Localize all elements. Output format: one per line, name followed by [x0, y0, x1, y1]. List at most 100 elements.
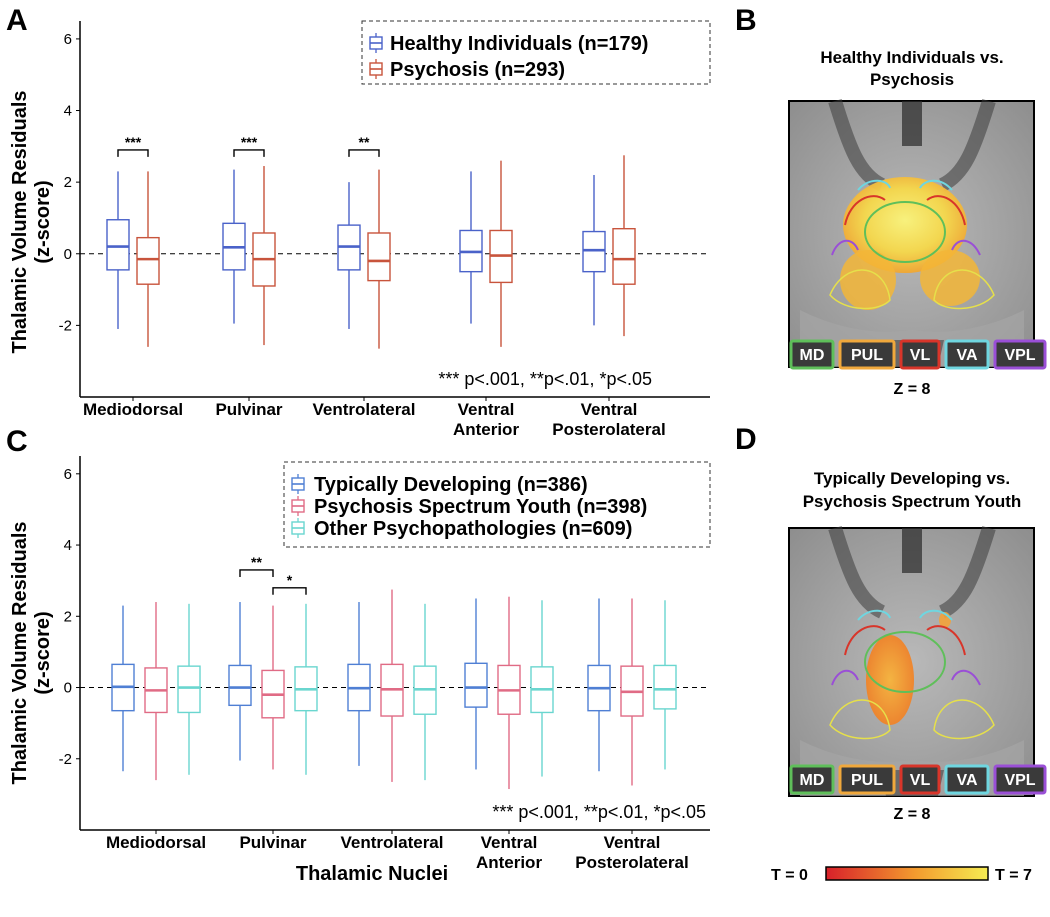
- box-iqr: [653, 664, 677, 710]
- roi-swatch: [789, 764, 835, 795]
- colorbar-max-label: T = 7: [995, 867, 1032, 884]
- box-iqr: [228, 664, 252, 707]
- roi-legend: MD PUL VL VA VPL: [789, 339, 1047, 370]
- panel-b: B Healthy Individuals vs. Psychosis MD PU…: [735, 4, 1047, 398]
- roi-swatch: [789, 339, 835, 370]
- box-psychosis-4: [612, 155, 636, 337]
- box-iqr: [582, 230, 606, 273]
- panel-a: A Thalamic Volume Residuals (z-score) 6 4…: [6, 4, 711, 439]
- significance-bracket: [348, 149, 380, 157]
- x-tick-label: Ventral: [481, 833, 538, 852]
- significance-note: *** p<.001, **p<.01, *p<.05: [438, 369, 652, 389]
- roi-swatch: [944, 764, 990, 795]
- x-tick-label: Pulvinar: [215, 400, 282, 419]
- z-slice-label: Z = 8: [894, 381, 931, 398]
- brain-slice-image: [788, 98, 1035, 368]
- box-typical-2: [347, 602, 371, 766]
- significance-bracket: [239, 569, 274, 577]
- box-typical-1: [228, 602, 252, 761]
- roi-legend-item-pul: PUL: [838, 764, 896, 795]
- box-healthy-1: [222, 169, 246, 324]
- x-ticks: Mediodorsal Pulvinar Ventrolateral VentralA…: [106, 830, 689, 872]
- colorbar-gradient: [825, 866, 989, 881]
- legend-box-icon: [369, 59, 383, 79]
- y-tick-label: 0: [64, 246, 72, 263]
- box-other-0: [177, 603, 201, 775]
- roi-swatch: [899, 339, 941, 370]
- box-psychosis-3: [489, 160, 513, 347]
- y-tick-label: 4: [64, 103, 72, 120]
- panel-letter-b: B: [735, 4, 757, 37]
- panel-letter-a: A: [6, 4, 28, 37]
- roi-legend-item-pul: PUL: [838, 339, 896, 370]
- box-other-4: [653, 600, 677, 770]
- significance-bracket: [272, 587, 307, 595]
- y-ticks: 6 4 2 0 -2: [59, 466, 80, 768]
- box-plots: [111, 589, 677, 790]
- x-tick-label: Ventrolateral: [313, 400, 416, 419]
- roi-label: VPL: [1004, 772, 1035, 789]
- box-iqr: [177, 665, 201, 714]
- significance-stars: ***: [241, 134, 258, 150]
- x-tick-label: Ventral: [604, 833, 661, 852]
- legend: Typically Developing (n=386)Psychosis Sp…: [283, 461, 711, 548]
- legend-entry-label: Psychosis (n=293): [390, 59, 565, 81]
- legend-entry-label: Healthy Individuals (n=179): [390, 33, 648, 55]
- box-psychosis-0: [136, 171, 160, 347]
- x-tick-label: Anterior: [476, 853, 543, 872]
- box-typical-4: [587, 598, 611, 772]
- box-healthy-0: [106, 171, 130, 329]
- significance-stars: **: [359, 134, 370, 150]
- axes: [79, 456, 710, 831]
- panel-title-line-2: Psychosis Spectrum Youth: [803, 492, 1022, 511]
- box-pspec-1: [261, 605, 285, 770]
- x-axis-title: Thalamic Nuclei: [296, 863, 448, 885]
- box-pspec-3: [497, 596, 521, 790]
- y-tick-label: -2: [59, 751, 72, 768]
- roi-swatch: [838, 339, 896, 370]
- legend-entry-label: Psychosis Spectrum Youth (n=398): [314, 496, 647, 518]
- t-colorbar: T = 0 T = 7: [771, 866, 1032, 884]
- box-healthy-4: [582, 174, 606, 326]
- roi-swatch: [993, 339, 1047, 370]
- panel-title-line-1: Healthy Individuals vs.: [820, 48, 1003, 67]
- roi-label: PUL: [851, 347, 883, 364]
- z-slice-label: Z = 8: [894, 806, 931, 823]
- box-iqr: [464, 662, 488, 708]
- roi-label: VPL: [1004, 347, 1035, 364]
- x-tick-label: Pulvinar: [239, 833, 306, 852]
- significance-bracket: [233, 149, 265, 157]
- box-psychosis-2: [367, 169, 391, 349]
- box-pspec-0: [144, 602, 168, 781]
- y-axis-title-line-1: Thalamic Volume Residuals: [9, 521, 31, 784]
- box-other-2: [413, 603, 437, 781]
- box-pspec-4: [620, 598, 644, 786]
- x-tick-label: Ventral: [581, 400, 638, 419]
- roi-label: MD: [800, 772, 825, 789]
- y-tick-label: 6: [64, 466, 72, 483]
- roi-legend-item-vl: VL: [899, 339, 941, 370]
- box-pspec-2: [380, 589, 404, 782]
- y-tick-label: 4: [64, 537, 72, 554]
- significance-stars: *: [287, 572, 293, 588]
- roi-label: PUL: [851, 772, 883, 789]
- x-tick-label: Posterolateral: [552, 420, 665, 439]
- roi-swatch: [838, 764, 896, 795]
- x-tick-label: Ventrolateral: [341, 833, 444, 852]
- roi-label: VA: [956, 772, 977, 789]
- roi-legend-item-va: VA: [944, 764, 990, 795]
- y-tick-label: 2: [64, 608, 72, 625]
- panel-c: C Thalamic Volume Residuals (z-score) 6 4…: [6, 425, 711, 885]
- panel-title-line-1: Typically Developing vs.: [814, 469, 1010, 488]
- y-ticks: 6 4 2 0 -2: [59, 31, 80, 334]
- roi-legend-item-va: VA: [944, 339, 990, 370]
- box-typical-3: [464, 598, 488, 770]
- y-tick-label: -2: [59, 317, 72, 334]
- roi-swatch: [944, 339, 990, 370]
- y-axis-title-line-1: Thalamic Volume Residuals: [9, 90, 31, 353]
- box-healthy-2: [337, 182, 361, 329]
- significance-brackets: *** *** **: [117, 134, 380, 157]
- legend-box-icon: [291, 496, 305, 516]
- x-tick-label: Mediodorsal: [106, 833, 206, 852]
